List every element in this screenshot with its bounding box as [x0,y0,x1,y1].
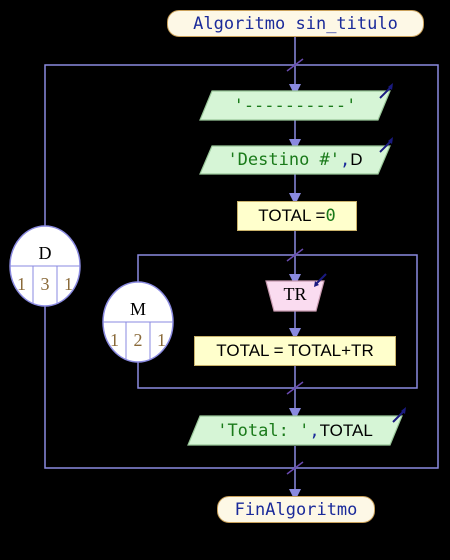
write-shape [199,90,391,121]
write-2-var: D [350,150,363,169]
end-label: FinAlgoritmo [234,499,358,520]
read-shape [265,280,325,312]
write-3-separator: , [309,420,320,441]
loop-mark [286,381,304,395]
assign-1-lhs: TOTAL = [258,206,326,225]
inner-loop-from: 1 [110,330,119,350]
outer-loop-from: 1 [17,274,26,294]
end-terminal: FinAlgoritmo [217,496,375,523]
inner-loop-frame [137,254,418,389]
outer-loop-frame [44,64,439,469]
loop-mark [286,58,304,72]
assign-1-rhs: 0 [325,206,336,226]
write-2-separator: , [340,150,351,170]
write-shape [187,415,403,446]
assign-statement-1: TOTAL = 0 [237,201,357,231]
write-2-string: 'Destino #' [227,150,341,170]
write-shape [199,145,391,175]
assign-2-text: TOTAL = TOTAL+TR [216,341,374,360]
inner-loop-step: 1 [157,330,166,350]
outer-loop-step: 1 [64,274,73,294]
write-3-var: TOTAL [319,420,373,440]
read-var: TR [283,284,307,304]
start-terminal: Algoritmo sin_titulo [167,10,424,37]
write-statement-2: 'Destino #', D [200,146,390,174]
write-statement-3: 'Total: ', TOTAL [188,416,402,445]
outer-loop-var: D [38,243,52,263]
inner-loop-var: M [129,299,146,319]
inner-loop-to: 2 [133,330,143,350]
read-statement: TR [266,284,324,308]
input-arrow-icon [315,273,327,285]
write-statement-1: '----------' [200,91,390,120]
write-3-string: 'Total: ' [217,420,310,441]
write-1-text: '----------' [233,95,357,116]
start-label: Algoritmo sin_titulo [193,13,398,34]
assign-statement-2: TOTAL = TOTAL+TR [194,336,396,366]
outer-loop-to: 3 [40,274,50,294]
loop-mark [286,461,304,475]
loop-mark [286,248,304,262]
